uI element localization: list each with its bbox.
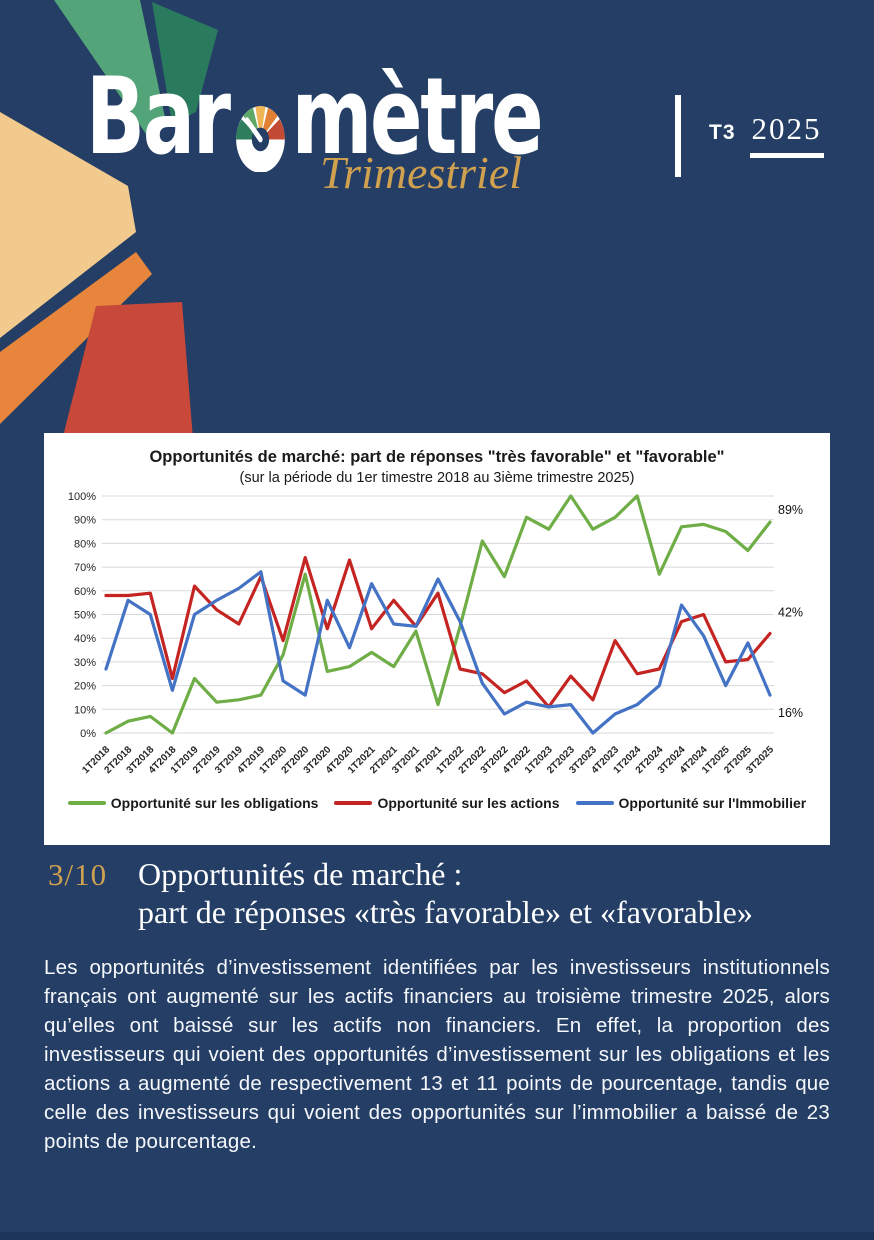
legend-item: Opportunité sur l'Immobilier bbox=[575, 795, 807, 811]
legend-line-swatch bbox=[575, 800, 614, 806]
legend-label: Opportunité sur les actions bbox=[377, 795, 560, 811]
y-axis-label: 90% bbox=[74, 515, 96, 527]
chart-title: Opportunités de marché: part de réponses… bbox=[149, 448, 725, 466]
legend-line-swatch bbox=[67, 800, 106, 806]
y-axis-label: 80% bbox=[74, 538, 96, 550]
y-axis-label: 10% bbox=[74, 704, 96, 716]
legend-item: Opportunité sur les obligations bbox=[67, 795, 319, 811]
legend-label: Opportunité sur l'Immobilier bbox=[618, 795, 807, 811]
logo-fan-graphic bbox=[0, 0, 218, 476]
issue-divider-bar bbox=[675, 95, 681, 177]
fan-wedge-red bbox=[58, 302, 196, 476]
fan-wedge-cream bbox=[0, 112, 136, 338]
section-title-line1: Opportunités de marché : bbox=[138, 856, 463, 892]
series-end-label: 16% bbox=[778, 706, 803, 720]
issue-year: 2025 bbox=[749, 111, 824, 158]
chart-legend: Opportunité sur les obligations Opportuni… bbox=[44, 795, 830, 811]
section-heading: 3/10 Opportunités de marché : part de ré… bbox=[48, 855, 828, 931]
issue-badge: T3 2025 bbox=[675, 95, 824, 177]
gauge-icon bbox=[235, 106, 285, 172]
series-line bbox=[104, 570, 772, 735]
section-title-line2: part de réponses «très favorable» et «fa… bbox=[138, 894, 753, 930]
series-end-label: 89% bbox=[778, 503, 803, 517]
section-title: Opportunités de marché : part de réponse… bbox=[138, 855, 753, 931]
y-axis-label: 50% bbox=[74, 610, 96, 622]
series-end-label: 42% bbox=[778, 605, 803, 619]
legend-item: Opportunité sur les actions bbox=[334, 795, 560, 811]
y-axis-label: 60% bbox=[74, 586, 96, 598]
issue-quarter: T3 bbox=[709, 121, 736, 144]
y-axis-label: 100% bbox=[68, 491, 96, 503]
y-axis-label: 30% bbox=[74, 657, 96, 669]
y-axis-label: 20% bbox=[74, 681, 96, 693]
brand-text-prefix: Bar bbox=[86, 55, 231, 178]
chart-subtitle: (sur la période du 1er timestre 2018 au … bbox=[239, 470, 635, 486]
brand-subtitle: Trimestriel bbox=[320, 147, 522, 198]
footer-strip bbox=[0, 1232, 874, 1240]
fan-wedge-orange bbox=[0, 252, 152, 424]
brand-logo: Bar mètre bbox=[86, 55, 544, 178]
series-line bbox=[104, 494, 772, 735]
y-axis-label: 40% bbox=[74, 633, 96, 645]
chart-plot: 0%10%20%30%40%50%60%70%80%90%100%1T20182… bbox=[68, 491, 803, 776]
series-line bbox=[104, 555, 772, 709]
fan-wedge-green bbox=[54, 0, 166, 134]
y-axis-label: 70% bbox=[74, 562, 96, 574]
section-number: 3/10 bbox=[48, 857, 108, 892]
legend-line-swatch bbox=[334, 800, 373, 806]
chart-panel: Opportunités de marché: part de réponses… bbox=[44, 433, 830, 845]
legend-label: Opportunité sur les obligations bbox=[110, 795, 319, 811]
brand-text-suffix: mètre bbox=[291, 55, 544, 178]
fan-wedge-teal bbox=[152, 2, 218, 124]
y-axis-label: 0% bbox=[80, 728, 96, 740]
section-body-text: Les opportunités d’investissement identi… bbox=[44, 956, 830, 1153]
